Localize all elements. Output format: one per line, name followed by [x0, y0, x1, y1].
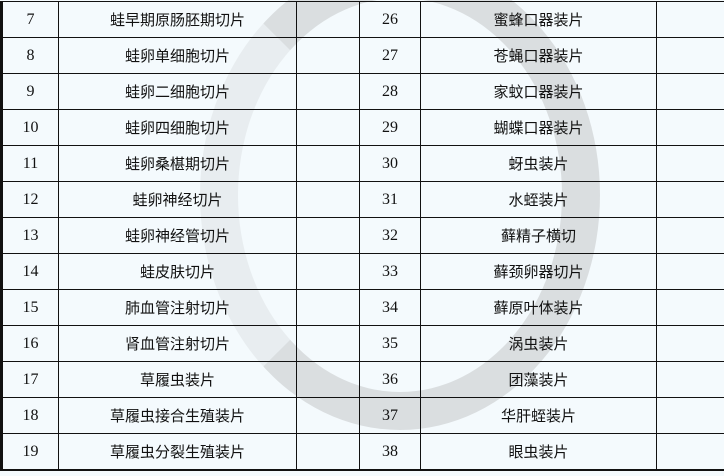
item-name-left: 蛙皮肤切片	[58, 253, 297, 290]
item-name-right: 涡虫装片	[420, 325, 657, 362]
table-row: 17 草履虫装片 36 团藻装片	[1, 361, 724, 398]
item-name-right: 藓颈卵器切片	[420, 253, 657, 290]
item-name-right: 苍蝇口器装片	[420, 37, 657, 74]
item-number-left: 8	[1, 37, 59, 74]
table-row: 15 肺血管注射切片 34 藓原叶体装片	[1, 289, 724, 326]
item-name-right: 水蛭装片	[420, 181, 657, 218]
item-number-left: 19	[1, 433, 59, 471]
item-number-right: 27	[359, 37, 421, 74]
empty-cell	[296, 217, 360, 254]
item-number-right: 36	[359, 361, 421, 398]
item-number-right: 31	[359, 181, 421, 218]
item-number-left: 18	[1, 397, 59, 434]
item-name-right: 眼虫装片	[420, 433, 657, 471]
table-row: 19 草履虫分裂生殖装片 38 眼虫装片	[1, 433, 724, 471]
table-row: 14 蛙皮肤切片 33 藓颈卵器切片	[1, 253, 724, 290]
empty-cell	[656, 1, 724, 38]
item-name-right: 蜜蜂口器装片	[420, 1, 657, 38]
table-row: 10 蛙卵四细胞切片 29 蝴蝶口器装片	[1, 109, 724, 146]
table-row: 18 草履虫接合生殖装片 37 华肝蛭装片	[1, 397, 724, 434]
empty-cell	[296, 73, 360, 110]
empty-cell	[656, 253, 724, 290]
item-name-right: 藓原叶体装片	[420, 289, 657, 326]
item-name-left: 蛙卵二细胞切片	[58, 73, 297, 110]
empty-cell	[296, 1, 360, 38]
item-name-right: 藓精子横切	[420, 217, 657, 254]
empty-cell	[656, 145, 724, 182]
item-name-left: 草履虫接合生殖装片	[58, 397, 297, 434]
item-name-left: 蛙卵四细胞切片	[58, 109, 297, 146]
item-number-left: 14	[1, 253, 59, 290]
item-number-right: 34	[359, 289, 421, 326]
empty-cell	[296, 325, 360, 362]
item-number-right: 30	[359, 145, 421, 182]
empty-cell	[656, 325, 724, 362]
item-number-right: 35	[359, 325, 421, 362]
item-number-left: 16	[1, 325, 59, 362]
table-row: 8 蛙卵单细胞切片 27 苍蝇口器装片	[1, 37, 724, 74]
item-name-right: 家蚊口器装片	[420, 73, 657, 110]
item-number-left: 12	[1, 181, 59, 218]
empty-cell	[296, 145, 360, 182]
item-number-right: 33	[359, 253, 421, 290]
item-number-right: 38	[359, 433, 421, 471]
table-row: 12 蛙卵神经切片 31 水蛭装片	[1, 181, 724, 218]
item-number-right: 29	[359, 109, 421, 146]
item-number-right: 32	[359, 217, 421, 254]
item-number-right: 37	[359, 397, 421, 434]
item-name-left: 草履虫装片	[58, 361, 297, 398]
item-number-left: 7	[1, 1, 59, 38]
empty-cell	[296, 253, 360, 290]
item-name-left: 蛙早期原肠胚期切片	[58, 1, 297, 38]
item-name-right: 团藻装片	[420, 361, 657, 398]
empty-cell	[296, 37, 360, 74]
item-number-left: 11	[1, 145, 59, 182]
item-name-left: 蛙卵桑椹期切片	[58, 145, 297, 182]
item-name-right: 蚜虫装片	[420, 145, 657, 182]
empty-cell	[296, 181, 360, 218]
empty-cell	[656, 37, 724, 74]
item-name-left: 蛙卵单细胞切片	[58, 37, 297, 74]
item-name-right: 华肝蛭装片	[420, 397, 657, 434]
table-row: 7 蛙早期原肠胚期切片 26 蜜蜂口器装片	[1, 1, 724, 38]
empty-cell	[656, 217, 724, 254]
item-number-left: 15	[1, 289, 59, 326]
empty-cell	[656, 397, 724, 434]
empty-cell	[656, 433, 724, 471]
item-number-right: 28	[359, 73, 421, 110]
empty-cell	[656, 289, 724, 326]
item-number-left: 17	[1, 361, 59, 398]
table-row: 9 蛙卵二细胞切片 28 家蚊口器装片	[1, 73, 724, 110]
table-row: 11 蛙卵桑椹期切片 30 蚜虫装片	[1, 145, 724, 182]
item-name-left: 草履虫分裂生殖装片	[58, 433, 297, 471]
empty-cell	[656, 361, 724, 398]
empty-cell	[296, 361, 360, 398]
item-number-left: 10	[1, 109, 59, 146]
item-name-left: 蛙卵神经切片	[58, 181, 297, 218]
item-name-left: 蛙卵神经管切片	[58, 217, 297, 254]
item-number-right: 26	[359, 1, 421, 38]
table-row: 13 蛙卵神经管切片 32 藓精子横切	[1, 217, 724, 254]
item-name-right: 蝴蝶口器装片	[420, 109, 657, 146]
item-number-left: 13	[1, 217, 59, 254]
empty-cell	[656, 109, 724, 146]
item-number-left: 9	[1, 73, 59, 110]
empty-cell	[296, 289, 360, 326]
empty-cell	[296, 109, 360, 146]
empty-cell	[296, 433, 360, 471]
empty-cell	[656, 73, 724, 110]
empty-cell	[296, 397, 360, 434]
table-row: 16 肾血管注射切片 35 涡虫装片	[1, 325, 724, 362]
item-name-left: 肺血管注射切片	[58, 289, 297, 326]
item-name-left: 肾血管注射切片	[58, 325, 297, 362]
empty-cell	[656, 181, 724, 218]
